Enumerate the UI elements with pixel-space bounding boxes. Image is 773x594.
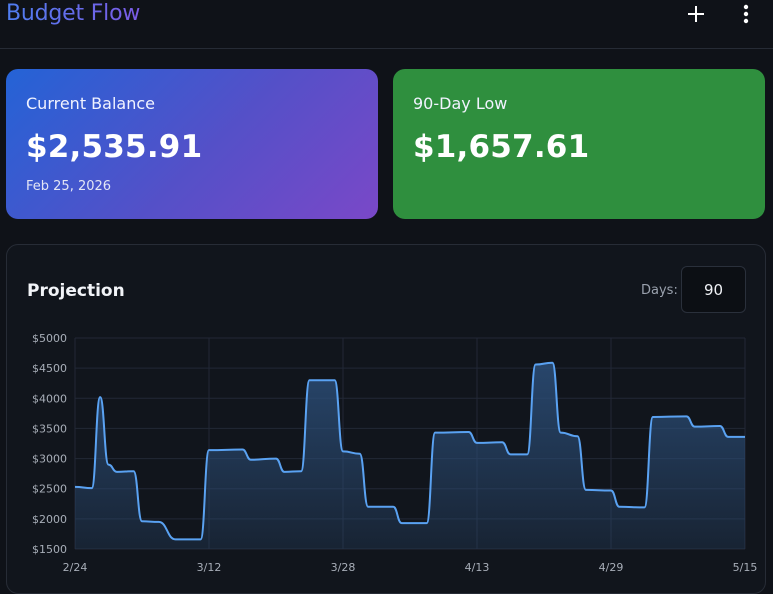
app-header: Budget Flow bbox=[0, 0, 773, 49]
ninety-day-low-value: $1,657.61 bbox=[413, 129, 590, 165]
ninety-day-low-card: 90-Day Low $1,657.61 bbox=[393, 69, 765, 219]
x-tick-label: 4/29 bbox=[599, 561, 624, 574]
more-options-button[interactable] bbox=[731, 0, 761, 28]
current-balance-label: Current Balance bbox=[26, 94, 155, 113]
x-tick-label: 3/12 bbox=[197, 561, 222, 574]
y-tick-label: $1500 bbox=[32, 543, 67, 556]
ninety-day-low-label: 90-Day Low bbox=[413, 94, 508, 113]
y-tick-label: $3000 bbox=[32, 453, 67, 466]
x-tick-label: 2/24 bbox=[63, 561, 88, 574]
x-tick-label: 3/28 bbox=[331, 561, 356, 574]
current-balance-date: Feb 25, 2026 bbox=[26, 179, 112, 194]
y-tick-label: $4500 bbox=[32, 362, 67, 375]
current-balance-value: $2,535.91 bbox=[26, 129, 203, 165]
days-label: Days: bbox=[641, 283, 678, 298]
y-tick-label: $5000 bbox=[32, 332, 67, 345]
more-vertical-icon bbox=[743, 4, 749, 24]
projection-area bbox=[75, 362, 745, 549]
projection-chart: $5000 $4500 $4000 $3500 $3000 $2500 $2000 $1500… bbox=[32, 332, 758, 574]
plus-icon bbox=[688, 6, 704, 22]
y-tick-label: $3500 bbox=[32, 422, 67, 435]
days-input[interactable] bbox=[681, 266, 746, 313]
x-tick-label: 4/13 bbox=[465, 561, 490, 574]
app-title: Budget Flow bbox=[6, 1, 141, 26]
projection-title: Projection bbox=[27, 281, 125, 301]
y-tick-label: $2500 bbox=[32, 483, 67, 496]
current-balance-card: Current Balance $2,535.91 Feb 25, 2026 bbox=[6, 69, 378, 219]
projection-line bbox=[74, 361, 745, 541]
add-button[interactable] bbox=[681, 0, 711, 28]
y-tick-label: $2000 bbox=[32, 513, 67, 526]
projection-panel: Projection Days: $5000 $4500 $4000 $3500 $30… bbox=[6, 244, 766, 594]
x-tick-label: 5/15 bbox=[733, 561, 758, 574]
y-tick-label: $4000 bbox=[32, 392, 67, 405]
